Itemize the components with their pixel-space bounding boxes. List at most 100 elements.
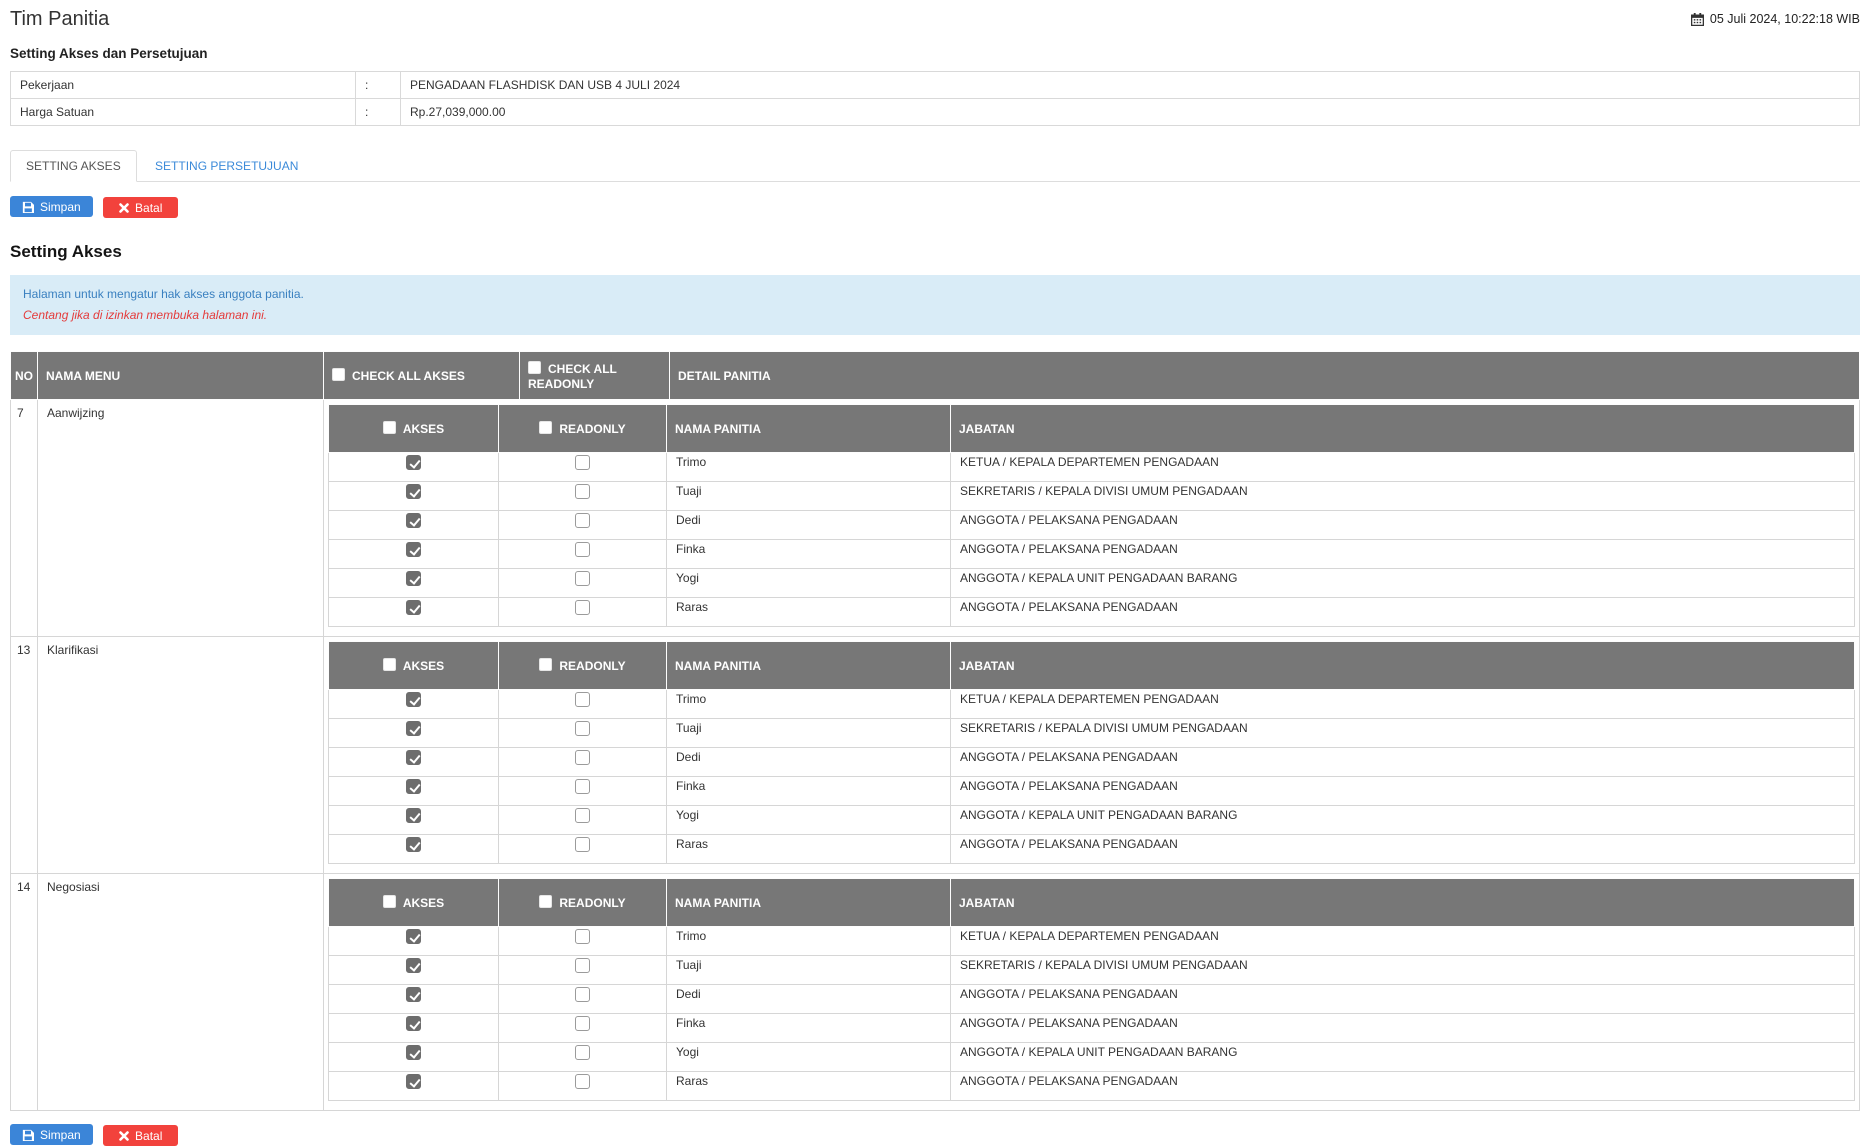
col-check-all-akses-header: CHECK ALL AKSES [323, 351, 520, 400]
sub-table: AKSES READONLY NAMA PANITIA JABATAN Trim… [328, 641, 1855, 864]
readonly-checkbox[interactable] [575, 484, 590, 500]
readonly-check-all-checkbox[interactable] [539, 421, 553, 435]
alert-line-primary: Halaman untuk mengatur hak akses anggota… [23, 287, 304, 301]
jabatan-column-header: JABATAN [950, 641, 1855, 690]
readonly-checkbox[interactable] [575, 542, 590, 558]
save-icon [22, 201, 34, 213]
akses-checkbox[interactable] [406, 600, 421, 616]
simpan-button-top[interactable]: Simpan [10, 196, 93, 217]
readonly-checkbox[interactable] [575, 987, 590, 1003]
akses-column-header: AKSES [328, 878, 499, 927]
readonly-check-all-checkbox[interactable] [539, 895, 553, 909]
akses-checkbox[interactable] [406, 455, 421, 471]
check-all-readonly-checkbox[interactable] [528, 360, 541, 374]
calendar-icon [1690, 12, 1704, 26]
top-action-row: Simpan Batal [10, 196, 1860, 218]
readonly-checkbox[interactable] [575, 455, 590, 471]
group-menu: Aanwijzing [37, 399, 324, 637]
sub-table: AKSES READONLY NAMA PANITIA JABATAN Trim… [328, 404, 1855, 627]
readonly-checkbox[interactable] [575, 929, 590, 945]
akses-check-all-checkbox[interactable] [382, 421, 396, 435]
info-separator: : [355, 71, 401, 99]
member-row: Tuaji SEKRETARIS / KEPALA DIVISI UMUM PE… [328, 718, 1855, 748]
info-value: PENGADAAN FLASHDISK DAN USB 4 JULI 2024 [400, 71, 1860, 99]
member-row: Yogi ANGGOTA / KEPALA UNIT PENGADAAN BAR… [328, 805, 1855, 835]
readonly-checkbox[interactable] [575, 837, 590, 853]
check-all-akses-label: CHECK ALL AKSES [352, 368, 465, 383]
member-jabatan: SEKRETARIS / KEPALA DIVISI UMUM PENGADAA… [950, 718, 1855, 748]
akses-checkbox[interactable] [406, 750, 421, 766]
akses-checkbox[interactable] [406, 779, 421, 795]
datetime-text: 05 Juli 2024, 10:22:18 WIB [1709, 12, 1860, 26]
readonly-check-all-checkbox[interactable] [539, 658, 553, 672]
group-no: 7 [10, 399, 38, 637]
akses-checkbox[interactable] [406, 484, 421, 500]
readonly-checkbox[interactable] [575, 779, 590, 795]
cancel-icon [119, 1130, 129, 1141]
member-name: Yogi [666, 1042, 951, 1072]
batal-button-top[interactable]: Batal [103, 197, 179, 218]
akses-check-all-checkbox[interactable] [382, 895, 396, 909]
member-jabatan: ANGGOTA / PELAKSANA PENGADAAN [950, 1071, 1855, 1101]
akses-checkbox[interactable] [406, 837, 421, 853]
member-name: Yogi [666, 568, 951, 598]
tab-setting-persetujuan[interactable]: SETTING PERSETUJUAN [155, 159, 299, 173]
member-jabatan: ANGGOTA / PELAKSANA PENGADAAN [950, 539, 1855, 569]
datetime: 05 Juli 2024, 10:22:18 WIB [1690, 12, 1860, 26]
check-all-akses-checkbox[interactable] [332, 368, 345, 382]
readonly-cell [498, 805, 667, 835]
member-jabatan: ANGGOTA / PELAKSANA PENGADAAN [950, 747, 1855, 777]
member-row: Finka ANGGOTA / PELAKSANA PENGADAAN [328, 539, 1855, 569]
member-row: Raras ANGGOTA / PELAKSANA PENGADAAN [328, 597, 1855, 627]
readonly-checkbox[interactable] [575, 958, 590, 974]
cancel-icon [119, 202, 129, 213]
akses-checkbox[interactable] [406, 929, 421, 945]
info-table: Pekerjaan : PENGADAAN FLASHDISK DAN USB … [10, 71, 1860, 126]
member-name: Finka [666, 776, 951, 806]
akses-checkbox[interactable] [406, 958, 421, 974]
akses-checkbox[interactable] [406, 692, 421, 708]
member-row: Finka ANGGOTA / PELAKSANA PENGADAAN [328, 776, 1855, 806]
readonly-checkbox[interactable] [575, 600, 590, 616]
readonly-checkbox[interactable] [575, 1016, 590, 1032]
readonly-checkbox[interactable] [575, 513, 590, 529]
page-title: Tim Panitia [10, 8, 110, 30]
akses-cell [328, 718, 499, 748]
member-row: Dedi ANGGOTA / PELAKSANA PENGADAAN [328, 510, 1855, 540]
akses-checkbox[interactable] [406, 1074, 421, 1090]
col-detail-panitia-header: DETAIL PANITIA [669, 351, 1860, 400]
akses-cell [328, 597, 499, 627]
akses-cell [328, 776, 499, 806]
simpan-button-label: Simpan [40, 199, 81, 214]
member-jabatan: ANGGOTA / PELAKSANA PENGADAAN [950, 1013, 1855, 1043]
batal-button-bottom[interactable]: Batal [103, 1125, 179, 1146]
akses-checkbox[interactable] [406, 513, 421, 529]
akses-checkbox[interactable] [406, 987, 421, 1003]
readonly-cell [498, 955, 667, 985]
tab-setting-akses[interactable]: SETTING AKSES [10, 150, 137, 182]
sub-table-header-row: AKSES READONLY NAMA PANITIA JABATAN [328, 641, 1855, 690]
readonly-checkbox[interactable] [575, 750, 590, 766]
readonly-cell [498, 568, 667, 598]
readonly-column-header: READONLY [498, 878, 667, 927]
akses-checkbox[interactable] [406, 808, 421, 824]
akses-column-label: AKSES [402, 421, 445, 436]
readonly-checkbox[interactable] [575, 692, 590, 708]
akses-check-all-checkbox[interactable] [382, 658, 396, 672]
simpan-button-bottom[interactable]: Simpan [10, 1124, 93, 1145]
member-jabatan: ANGGOTA / KEPALA UNIT PENGADAAN BARANG [950, 1042, 1855, 1072]
check-all-readonly-label: CHECK ALL READONLY [528, 361, 617, 391]
readonly-checkbox[interactable] [575, 1074, 590, 1090]
akses-checkbox[interactable] [406, 1045, 421, 1061]
member-jabatan: ANGGOTA / KEPALA UNIT PENGADAAN BARANG [950, 805, 1855, 835]
readonly-checkbox[interactable] [575, 571, 590, 587]
readonly-cell [498, 481, 667, 511]
akses-checkbox[interactable] [406, 1016, 421, 1032]
readonly-checkbox[interactable] [575, 1045, 590, 1061]
readonly-checkbox[interactable] [575, 721, 590, 737]
akses-checkbox[interactable] [406, 571, 421, 587]
akses-checkbox[interactable] [406, 721, 421, 737]
akses-checkbox[interactable] [406, 542, 421, 558]
member-jabatan: SEKRETARIS / KEPALA DIVISI UMUM PENGADAA… [950, 481, 1855, 511]
readonly-checkbox[interactable] [575, 808, 590, 824]
